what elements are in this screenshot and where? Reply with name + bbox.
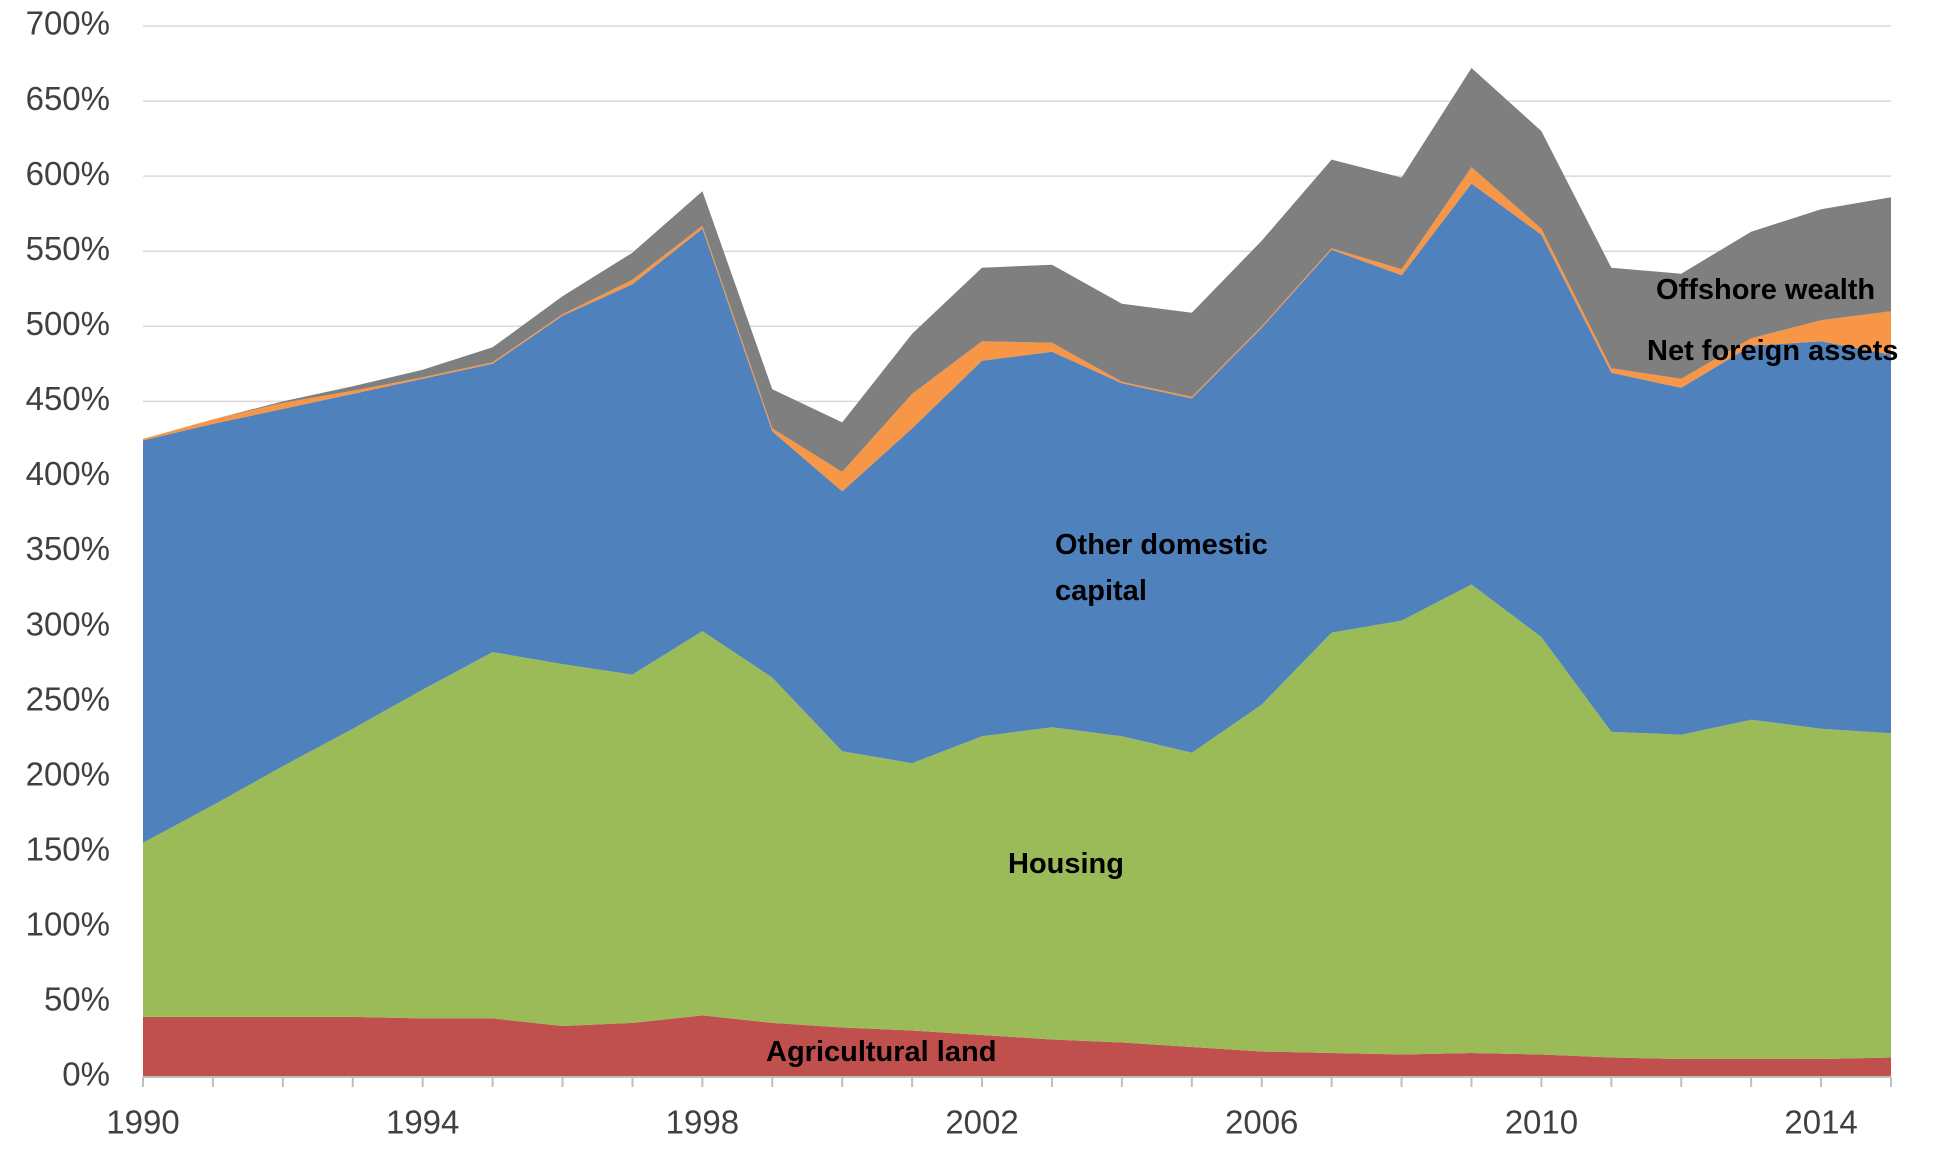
x-tick-label: 1990 [106, 1104, 179, 1141]
series-label: Housing [1008, 848, 1124, 880]
x-tick-label: 2014 [1784, 1104, 1857, 1141]
y-tick-label: 250% [26, 680, 110, 717]
y-tick-label: 650% [26, 80, 110, 117]
y-tick-label: 500% [26, 305, 110, 342]
y-tick-label: 300% [26, 605, 110, 642]
x-tick-label: 1998 [666, 1104, 739, 1141]
area [143, 68, 1891, 472]
area [143, 183, 1891, 843]
area [143, 584, 1891, 1059]
x-tick-label: 2010 [1505, 1104, 1578, 1141]
x-tick-label: 1994 [386, 1104, 459, 1141]
y-tick-label: 150% [26, 831, 110, 868]
series-label: Other domestic capital [1055, 529, 1268, 608]
y-tick-label: 200% [26, 755, 110, 792]
y-tick-label: 450% [26, 380, 110, 417]
y-tick-label: 400% [26, 455, 110, 492]
series-label: Net foreign assets [1647, 335, 1899, 367]
x-tick-label: 2002 [945, 1104, 1018, 1141]
y-tick-label: 50% [44, 981, 110, 1018]
series-label: Agricultural land [766, 1036, 997, 1068]
y-tick-label: 600% [26, 155, 110, 192]
series-label: Offshore wealth [1656, 274, 1876, 306]
y-tick-label: 0% [62, 1056, 110, 1093]
x-tick-label: 2006 [1225, 1104, 1298, 1141]
area [143, 1015, 1891, 1077]
y-tick-label: 550% [26, 230, 110, 267]
y-tick-label: 350% [26, 530, 110, 567]
y-tick-label: 100% [26, 906, 110, 943]
y-tick-label: 700% [26, 5, 110, 42]
